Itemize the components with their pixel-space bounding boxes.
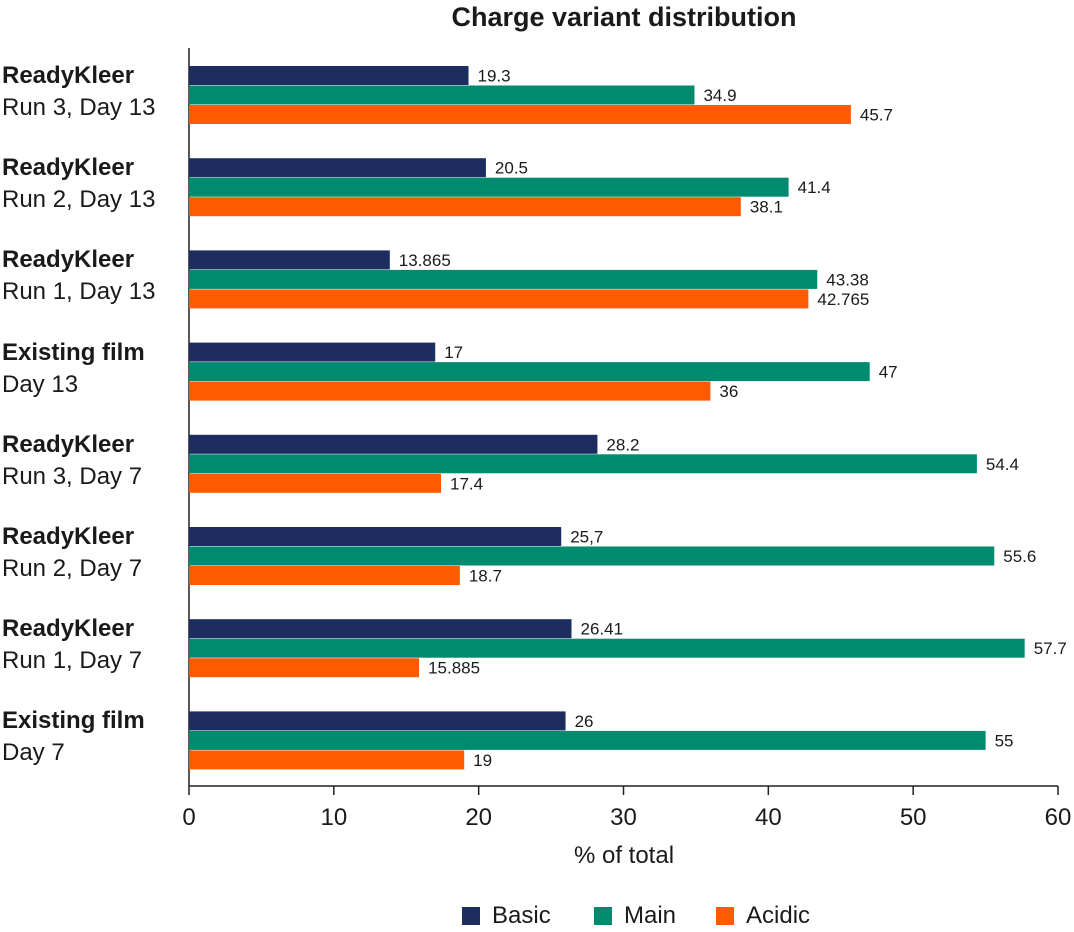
bar-acidic (189, 566, 460, 585)
bar-acidic (189, 105, 851, 124)
bar-basic (189, 342, 436, 362)
data-label: 57.7 (1034, 639, 1067, 658)
legend-swatch (594, 907, 612, 925)
category-label-line1: Existing film (2, 338, 145, 366)
bar-main (189, 454, 977, 474)
bar-acidic (189, 289, 809, 309)
data-label: 18.7 (469, 567, 502, 586)
data-label: 17 (444, 343, 463, 362)
data-label: 26.41 (581, 620, 624, 639)
x-tick-label: 30 (610, 804, 637, 831)
bar-acidic (189, 381, 711, 401)
bar-basic (189, 158, 486, 178)
x-tick-label: 40 (755, 804, 782, 831)
category-label-line1: ReadyKleer (2, 154, 135, 182)
category-label-line2: Run 3, Day 13 (2, 94, 156, 121)
category-label-line2: Run 1, Day 7 (2, 647, 143, 675)
category-label: ReadyKleer Run 3, Day 7 (2, 429, 142, 493)
bar-acidic (189, 197, 741, 217)
category-label: ReadyKleer Run 1, Day 13 (2, 244, 155, 308)
category-label-line2: Run 3, Day 7 (2, 462, 143, 490)
category-label-line2: Run 1, Day 13 (2, 278, 156, 306)
data-label: 19.3 (478, 67, 511, 86)
bar-main (189, 546, 995, 566)
data-label: 42.765 (817, 290, 869, 309)
bar-main (189, 269, 818, 289)
x-tick-label: 20 (465, 804, 492, 831)
bar-main (189, 177, 789, 197)
data-label: 13.865 (399, 251, 451, 270)
legend-swatch (716, 907, 734, 925)
category-label-line1: ReadyKleer (2, 615, 135, 643)
category-label: Existing film Day 7 (2, 705, 145, 769)
bar-main (189, 362, 870, 382)
legend-label: Basic (492, 902, 551, 929)
data-label: 47 (879, 363, 898, 382)
data-label: 26 (575, 712, 594, 731)
data-label: 54.4 (986, 455, 1019, 474)
data-label: 17.4 (450, 474, 483, 493)
category-label-line1: ReadyKleer (2, 62, 135, 89)
bar-main (189, 85, 695, 105)
legend-item-main: Main (594, 902, 676, 930)
category-label: ReadyKleer Run 2, Day 13 (2, 152, 155, 216)
x-axis-title: % of total (573, 842, 675, 869)
legend-item-acidic: Acidic (716, 902, 810, 930)
data-label: 45.7 (860, 106, 893, 125)
bar-basic (189, 711, 566, 731)
data-label: 25,7 (570, 528, 603, 547)
data-label: 41.4 (798, 178, 831, 197)
category-label-line2: Day 7 (2, 739, 65, 767)
data-label: 55 (995, 731, 1014, 750)
bar-acidic (189, 750, 465, 770)
data-label: 34.9 (703, 86, 736, 105)
category-label-line1: ReadyKleer (2, 246, 135, 274)
data-label: 28.2 (606, 435, 639, 454)
category-label-line1: ReadyKleer (2, 430, 135, 458)
bar-main (189, 638, 1025, 658)
data-label: 43.38 (826, 270, 869, 289)
chart-title: Charge variant distribution (451, 2, 797, 32)
data-label: 55.6 (1003, 547, 1036, 566)
bar-basic (189, 250, 390, 270)
x-tick-label: 0 (182, 804, 195, 831)
legend-label: Acidic (746, 902, 811, 929)
x-tick-label: 10 (320, 804, 347, 831)
data-label: 19 (473, 751, 492, 770)
bar-main (189, 730, 986, 750)
data-label: 15.885 (428, 659, 480, 678)
category-label: ReadyKleer Run 1, Day 7 (2, 613, 142, 677)
category-label: Existing film Day 13 (2, 337, 145, 401)
data-label: 38.1 (750, 198, 783, 217)
data-label: 20.5 (495, 159, 528, 178)
category-label-line2: Run 2, Day 7 (2, 555, 143, 582)
bar-acidic (189, 473, 442, 493)
category-label-line1: Existing film (2, 707, 145, 735)
category-label: ReadyKleer Run 2, Day 7 (2, 521, 142, 585)
category-label-line2: Run 2, Day 13 (2, 186, 156, 214)
data-label: 36 (719, 382, 738, 401)
category-label-line1: ReadyKleer (2, 523, 135, 550)
bar-basic (189, 527, 562, 546)
legend-label: Main (624, 902, 677, 929)
bar-basic (189, 619, 572, 639)
bar-acidic (189, 658, 420, 678)
legend: Basic Main Acidic (0, 902, 1074, 932)
category-label: ReadyKleer Run 3, Day 13 (2, 60, 155, 124)
x-tick-label: 50 (900, 804, 927, 831)
x-tick-label: 60 (1045, 804, 1072, 831)
legend-swatch (462, 907, 480, 925)
bar-basic (189, 434, 598, 454)
bar-basic (189, 66, 469, 85)
legend-item-basic: Basic (462, 902, 551, 930)
category-label-line2: Day 13 (2, 370, 79, 398)
